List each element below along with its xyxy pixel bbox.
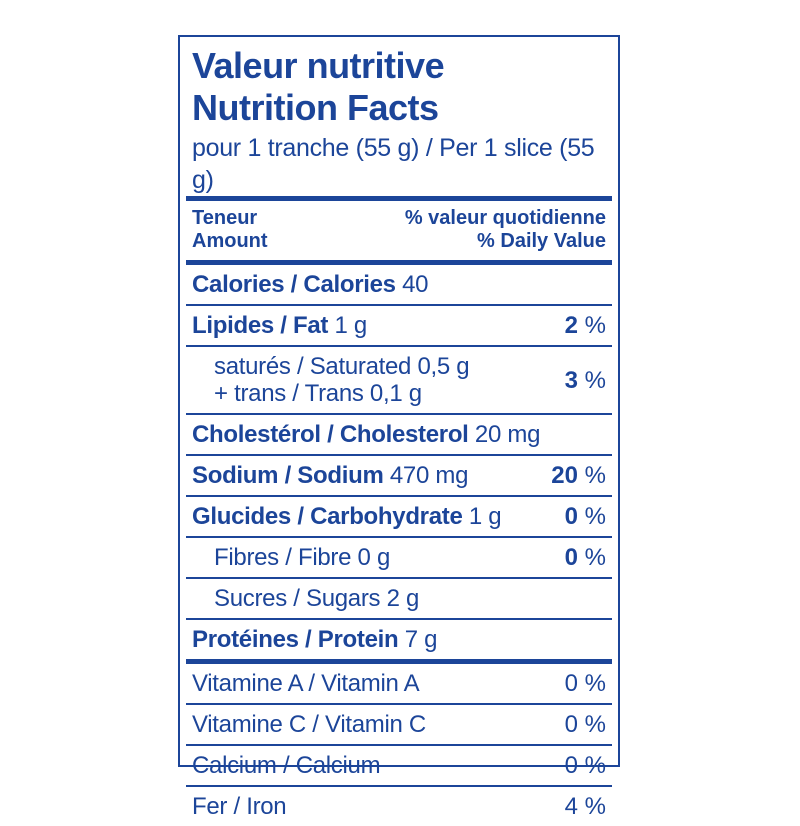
title-french: Valeur nutritive	[192, 45, 445, 86]
row-daily-value: 0 %	[564, 544, 606, 571]
row-label: Glucides / Carbohydrate 1 g	[192, 503, 502, 530]
nutrient-row: Protéines / Protein 7 g	[180, 620, 618, 659]
row-label: Vitamine C / Vitamin C	[192, 711, 426, 738]
row-daily-value: 4 %	[564, 793, 606, 820]
row-daily-value: 0 %	[564, 752, 606, 779]
nutrient-row: Fer / Iron 4 %	[180, 787, 618, 826]
divider-thin	[186, 703, 612, 705]
row-label: Lipides / Fat 1 g	[192, 312, 367, 339]
nutrient-row: Lipides / Fat 1 g 2 %	[180, 306, 618, 345]
row-daily-value: 0 %	[564, 503, 606, 530]
divider-thin	[186, 536, 612, 538]
row-daily-value: 3 %	[564, 366, 606, 394]
daily-value-header: % valeur quotidienne % Daily Value	[405, 207, 606, 253]
label-header: Valeur nutritive Nutrition Facts pour 1 …	[180, 37, 618, 196]
row-daily-value: 20 %	[551, 462, 606, 489]
divider-thin	[186, 495, 612, 497]
nutrition-facts-label: Valeur nutritive Nutrition Facts pour 1 …	[178, 35, 620, 820]
amount-header-fr: Teneur	[192, 207, 258, 229]
nutrient-row: saturés / Saturated 0,5 g + trans / Trans…	[180, 347, 618, 413]
divider-thin	[186, 744, 612, 746]
divider-thin	[186, 413, 612, 415]
nutrient-row: Sodium / Sodium 470 mg 20 %	[180, 456, 618, 495]
row-label: Fibres / Fibre 0 g	[214, 544, 390, 571]
daily-value-header-en: % Daily Value	[477, 230, 606, 252]
nutrient-row: Glucides / Carbohydrate 1 g 0 %	[180, 497, 618, 536]
row-daily-value: 0 %	[564, 711, 606, 738]
divider-thin	[186, 577, 612, 579]
divider-thick	[186, 659, 612, 664]
nutrient-rows: Calories / Calories 40 Lipides / Fat 1 g…	[180, 265, 618, 826]
daily-value-header-fr: % valeur quotidienne	[404, 207, 606, 229]
nutrient-row: Vitamine A / Vitamin A 0 %	[180, 664, 618, 703]
row-label: Calcium / Calcium	[192, 752, 381, 779]
row-daily-value: 0 %	[564, 670, 606, 697]
nutrient-row: Calories / Calories 40	[180, 265, 618, 304]
nutrient-row: Sucres / Sugars 2 g	[180, 579, 618, 618]
row-label: Cholestérol / Cholesterol 20 mg	[192, 421, 541, 448]
row-label: Sucres / Sugars 2 g	[214, 585, 420, 612]
row-label: saturés / Saturated 0,5 g + trans / Trans…	[214, 353, 470, 407]
row-daily-value: 2 %	[564, 312, 606, 339]
row-label: Sodium / Sodium 470 mg	[192, 462, 469, 489]
divider-thin	[186, 304, 612, 306]
serving-size: pour 1 tranche (55 g) / Per 1 slice (55 …	[192, 134, 595, 194]
amount-header: Teneur Amount	[192, 207, 268, 253]
divider-thin	[186, 785, 612, 787]
row-label: Calories / Calories 40	[192, 271, 429, 298]
divider-thin	[186, 618, 612, 620]
nutrient-row: Vitamine C / Vitamin C 0 %	[180, 705, 618, 744]
nutrient-row: Fibres / Fibre 0 g 0 %	[180, 538, 618, 577]
row-label: Protéines / Protein 7 g	[192, 626, 438, 653]
row-label: Vitamine A / Vitamin A	[192, 670, 420, 697]
nutrient-row: Calcium / Calcium 0 %	[180, 746, 618, 785]
divider-thin	[186, 454, 612, 456]
divider-thin	[186, 345, 612, 347]
divider-thick	[186, 260, 612, 265]
title-english: Nutrition Facts	[192, 87, 439, 128]
amount-header-en: Amount	[192, 230, 268, 252]
divider-thick	[186, 196, 612, 201]
nutrient-row: Cholestérol / Cholesterol 20 mg	[180, 415, 618, 454]
row-label: Fer / Iron	[192, 793, 287, 820]
column-headers: Teneur Amount % valeur quotidienne % Dai…	[180, 201, 618, 260]
